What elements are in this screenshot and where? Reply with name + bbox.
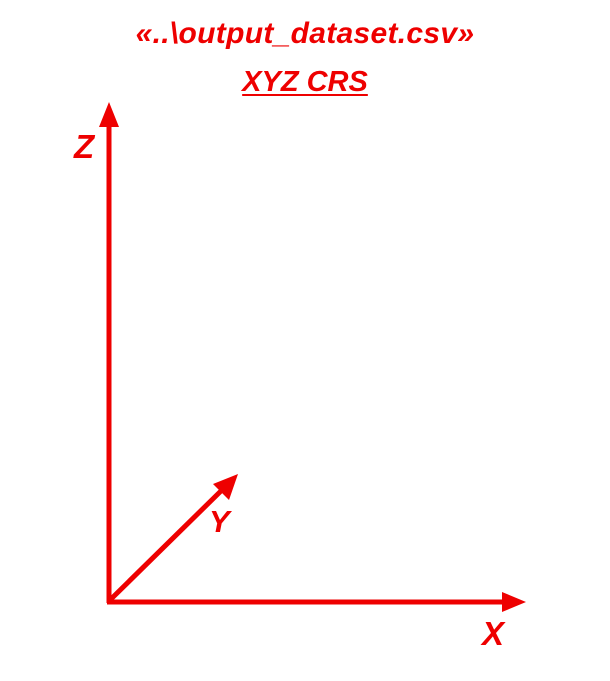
- y-axis-arrowhead: [213, 474, 238, 500]
- crs-title: XYZ CRS: [242, 66, 368, 98]
- z-axis-arrowhead: [99, 102, 119, 127]
- y-axis-label: Y: [209, 504, 230, 539]
- y-axis-line: [107, 486, 226, 603]
- z-axis-label: Z: [74, 128, 95, 165]
- x-axis-label: X: [482, 615, 505, 652]
- dataset-file-title: «..\output_dataset.csv»: [135, 17, 475, 50]
- x-axis-arrowhead: [502, 592, 526, 612]
